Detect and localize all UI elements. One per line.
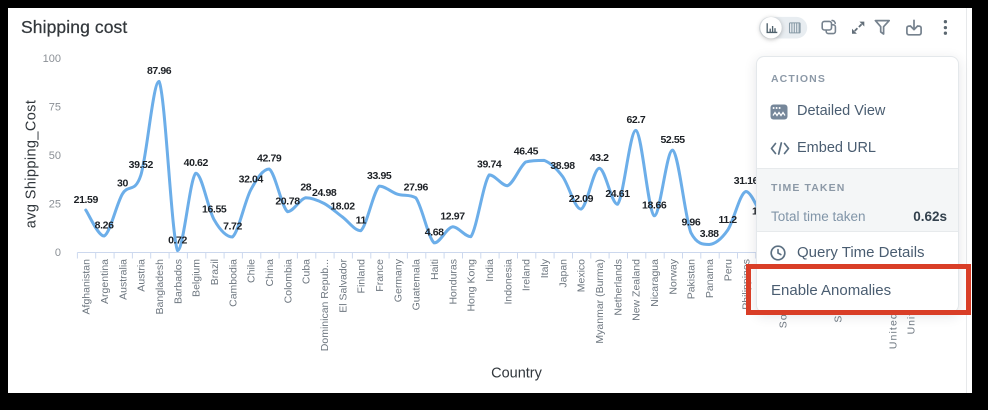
svg-text:7.72: 7.72 — [223, 221, 242, 233]
svg-text:39.52: 39.52 — [129, 159, 154, 171]
svg-text:22.09: 22.09 — [569, 193, 594, 205]
svg-text:12.97: 12.97 — [440, 211, 465, 223]
svg-text:Norway: Norway — [667, 258, 679, 294]
svg-text:8.26: 8.26 — [95, 220, 114, 232]
svg-text:87.96: 87.96 — [147, 65, 172, 77]
svg-text:Chile: Chile — [246, 259, 258, 283]
svg-text:31.16: 31.16 — [734, 175, 759, 187]
svg-text:Cuba: Cuba — [301, 259, 313, 284]
svg-text:Colombia: Colombia — [282, 259, 294, 304]
svg-text:46.45: 46.45 — [514, 146, 539, 158]
svg-text:4.68: 4.68 — [425, 227, 444, 239]
svg-text:Argentina: Argentina — [99, 259, 111, 304]
svg-text:20.78: 20.78 — [275, 195, 300, 207]
svg-text:Mexico: Mexico — [576, 259, 588, 292]
svg-text:Hong Kong: Hong Kong — [466, 259, 478, 312]
svg-text:9.96: 9.96 — [681, 216, 700, 228]
svg-text:33.95: 33.95 — [367, 170, 392, 182]
svg-text:25: 25 — [49, 198, 61, 210]
svg-text:Austria: Austria — [136, 259, 148, 292]
svg-text:Japan: Japan — [557, 259, 569, 288]
svg-text:Honduras: Honduras — [447, 259, 459, 305]
svg-text:Australia: Australia — [117, 259, 129, 300]
svg-text:Haiti: Haiti — [429, 259, 441, 280]
svg-text:75: 75 — [49, 101, 61, 113]
svg-text:30: 30 — [117, 178, 128, 190]
svg-text:38.98: 38.98 — [550, 160, 575, 172]
svg-text:Afghanistan: Afghanistan — [81, 259, 93, 315]
svg-text:Country: Country — [491, 365, 543, 381]
svg-text:Brazil: Brazil — [209, 259, 221, 285]
svg-text:Indonesia: Indonesia — [502, 259, 514, 305]
svg-text:16.55: 16.55 — [202, 204, 227, 216]
svg-text:China: China — [264, 259, 276, 287]
svg-text:New Zealand: New Zealand — [631, 259, 643, 321]
svg-text:43.2: 43.2 — [590, 152, 609, 164]
svg-text:39.74: 39.74 — [477, 159, 502, 171]
svg-text:Belgium: Belgium — [191, 259, 203, 297]
svg-text:11: 11 — [356, 214, 367, 226]
svg-text:Netherlands: Netherlands — [612, 259, 624, 316]
svg-text:Ireland: Ireland — [521, 259, 533, 291]
svg-text:18.66: 18.66 — [642, 200, 667, 212]
svg-text:Germany: Germany — [392, 258, 404, 302]
svg-text:0: 0 — [55, 247, 61, 259]
svg-text:21.59: 21.59 — [74, 194, 99, 206]
svg-text:Cambodia: Cambodia — [227, 259, 239, 307]
svg-text:24.61: 24.61 — [605, 188, 630, 200]
svg-text:El Salvador: El Salvador — [337, 259, 349, 313]
svg-text:62.7: 62.7 — [626, 114, 645, 126]
svg-text:42.79: 42.79 — [257, 153, 282, 165]
svg-text:18.02: 18.02 — [330, 201, 355, 213]
svg-text:24.98: 24.98 — [312, 187, 337, 199]
svg-text:100: 100 — [43, 53, 61, 65]
svg-text:India: India — [484, 259, 496, 282]
svg-text:Guatemala: Guatemala — [411, 259, 423, 311]
svg-text:28: 28 — [300, 181, 311, 193]
svg-text:avg Shipping_Cost: avg Shipping_Cost — [24, 100, 40, 229]
svg-text:Finland: Finland — [356, 259, 368, 294]
svg-text:50: 50 — [49, 150, 61, 162]
svg-text:52.55: 52.55 — [660, 134, 685, 146]
svg-text:Italy: Italy — [539, 258, 551, 278]
svg-text:40.62: 40.62 — [184, 157, 209, 169]
svg-text:Peru: Peru — [722, 259, 734, 281]
svg-text:3.88: 3.88 — [700, 228, 719, 240]
svg-text:11.2: 11.2 — [718, 214, 737, 226]
svg-text:France: France — [374, 259, 386, 292]
svg-text:Panama: Panama — [704, 259, 716, 298]
svg-text:Bangladesh: Bangladesh — [154, 259, 166, 315]
svg-text:0.72: 0.72 — [168, 234, 187, 246]
svg-text:Pakistan: Pakistan — [686, 259, 698, 299]
svg-text:Barbados: Barbados — [172, 259, 184, 304]
svg-text:Myanmar (Burma): Myanmar (Burma) — [594, 259, 606, 344]
svg-text:Dominican Repub...: Dominican Repub... — [319, 259, 331, 351]
svg-text:32.04: 32.04 — [239, 174, 264, 186]
svg-text:27.96: 27.96 — [404, 182, 429, 194]
svg-text:Nicaragua: Nicaragua — [649, 259, 661, 307]
